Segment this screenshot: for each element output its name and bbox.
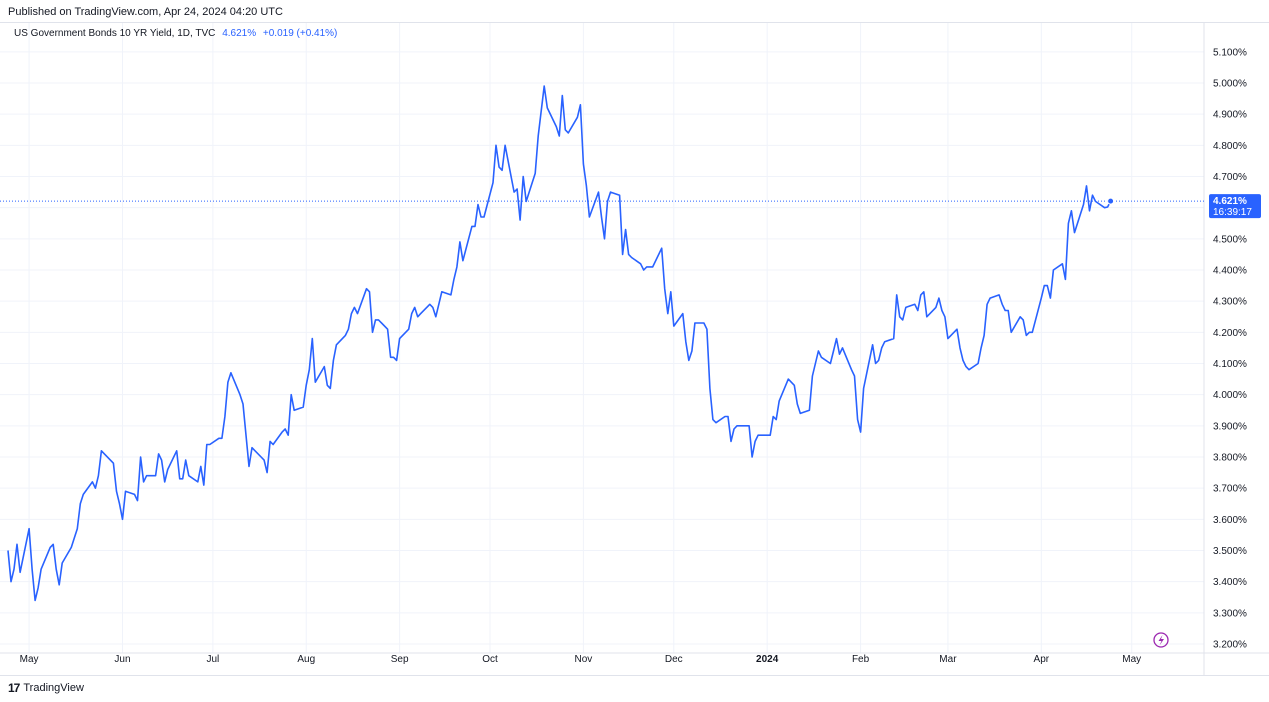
y-tick-label: 3.300% <box>1213 608 1247 619</box>
y-tick-label: 4.100% <box>1213 359 1247 370</box>
tradingview-logo-icon: 17 <box>8 681 20 695</box>
x-tick-label: Jun <box>114 654 130 665</box>
x-tick-label: May <box>20 654 39 665</box>
x-tick-label: Sep <box>391 654 409 665</box>
last-point-marker <box>1107 197 1115 205</box>
y-tick-label: 4.300% <box>1213 297 1247 308</box>
x-tick-label: Mar <box>939 654 957 665</box>
y-tick-label: 4.000% <box>1213 390 1247 401</box>
legend-last-value: 4.621% <box>222 28 257 39</box>
last-price-value: 4.621% <box>1213 196 1247 207</box>
x-tick-label: Aug <box>297 654 315 665</box>
legend-symbol: US Government Bonds 10 YR Yield, 1D, TVC <box>14 28 216 39</box>
y-tick-label: 3.200% <box>1213 640 1247 651</box>
y-tick-label: 4.900% <box>1213 110 1247 121</box>
chart-frame[interactable]: 3.200% 3.300% 3.400% 3.500% 3.600% 3.700% 3.80… <box>0 22 1269 676</box>
legend-change: +0.019 (+0.41%) <box>262 28 338 39</box>
y-tick-label: 4.400% <box>1213 266 1247 277</box>
x-tick-label: May <box>1122 654 1141 665</box>
symbol-legend[interactable]: US Government Bonds 10 YR Yield, 1D, TVC… <box>14 28 337 39</box>
y-tick-label: 3.500% <box>1213 546 1247 557</box>
x-tick-label: Jul <box>206 654 219 665</box>
x-tick-label: Feb <box>852 654 870 665</box>
x-tick-label: Apr <box>1034 654 1050 665</box>
y-tick-label: 4.200% <box>1213 328 1247 339</box>
y-tick-label: 3.900% <box>1213 421 1247 432</box>
bar-countdown: 16:39:17 <box>1213 207 1252 218</box>
y-tick-label: 4.700% <box>1213 172 1247 183</box>
tradingview-logo[interactable]: 17 TradingView <box>8 681 84 695</box>
y-tick-label: 5.100% <box>1213 47 1247 58</box>
published-caption: Published on TradingView.com, Apr 24, 20… <box>8 6 283 18</box>
y-tick-label: 3.700% <box>1213 484 1247 495</box>
x-tick-label: 2024 <box>756 654 779 665</box>
x-tick-label: Nov <box>575 654 593 665</box>
y-tick-label: 3.800% <box>1213 453 1247 464</box>
y-tick-label: 3.600% <box>1213 515 1247 526</box>
y-tick-label: 5.000% <box>1213 79 1247 90</box>
y-tick-label: 4.800% <box>1213 141 1247 152</box>
last-price-label: 4.621%16:39:17 <box>1209 194 1261 219</box>
x-tick-label: Oct <box>482 654 498 665</box>
y-tick-label: 4.500% <box>1213 234 1247 245</box>
yield-line-chart[interactable]: 3.200% 3.300% 3.400% 3.500% 3.600% 3.700% 3.80… <box>0 23 1269 675</box>
yield-series-line[interactable] <box>7 85 1112 602</box>
lightning-icon[interactable] <box>1153 632 1169 648</box>
x-tick-label: Dec <box>665 654 683 665</box>
tradingview-brand: TradingView <box>23 682 84 694</box>
y-tick-label: 3.400% <box>1213 577 1247 588</box>
